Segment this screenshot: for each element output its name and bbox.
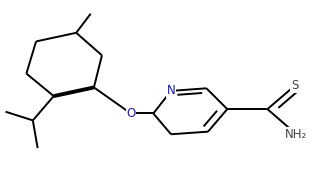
Text: NH₂: NH₂ <box>285 128 307 141</box>
Text: S: S <box>291 79 299 92</box>
Text: O: O <box>126 107 136 120</box>
Text: N: N <box>167 84 175 97</box>
